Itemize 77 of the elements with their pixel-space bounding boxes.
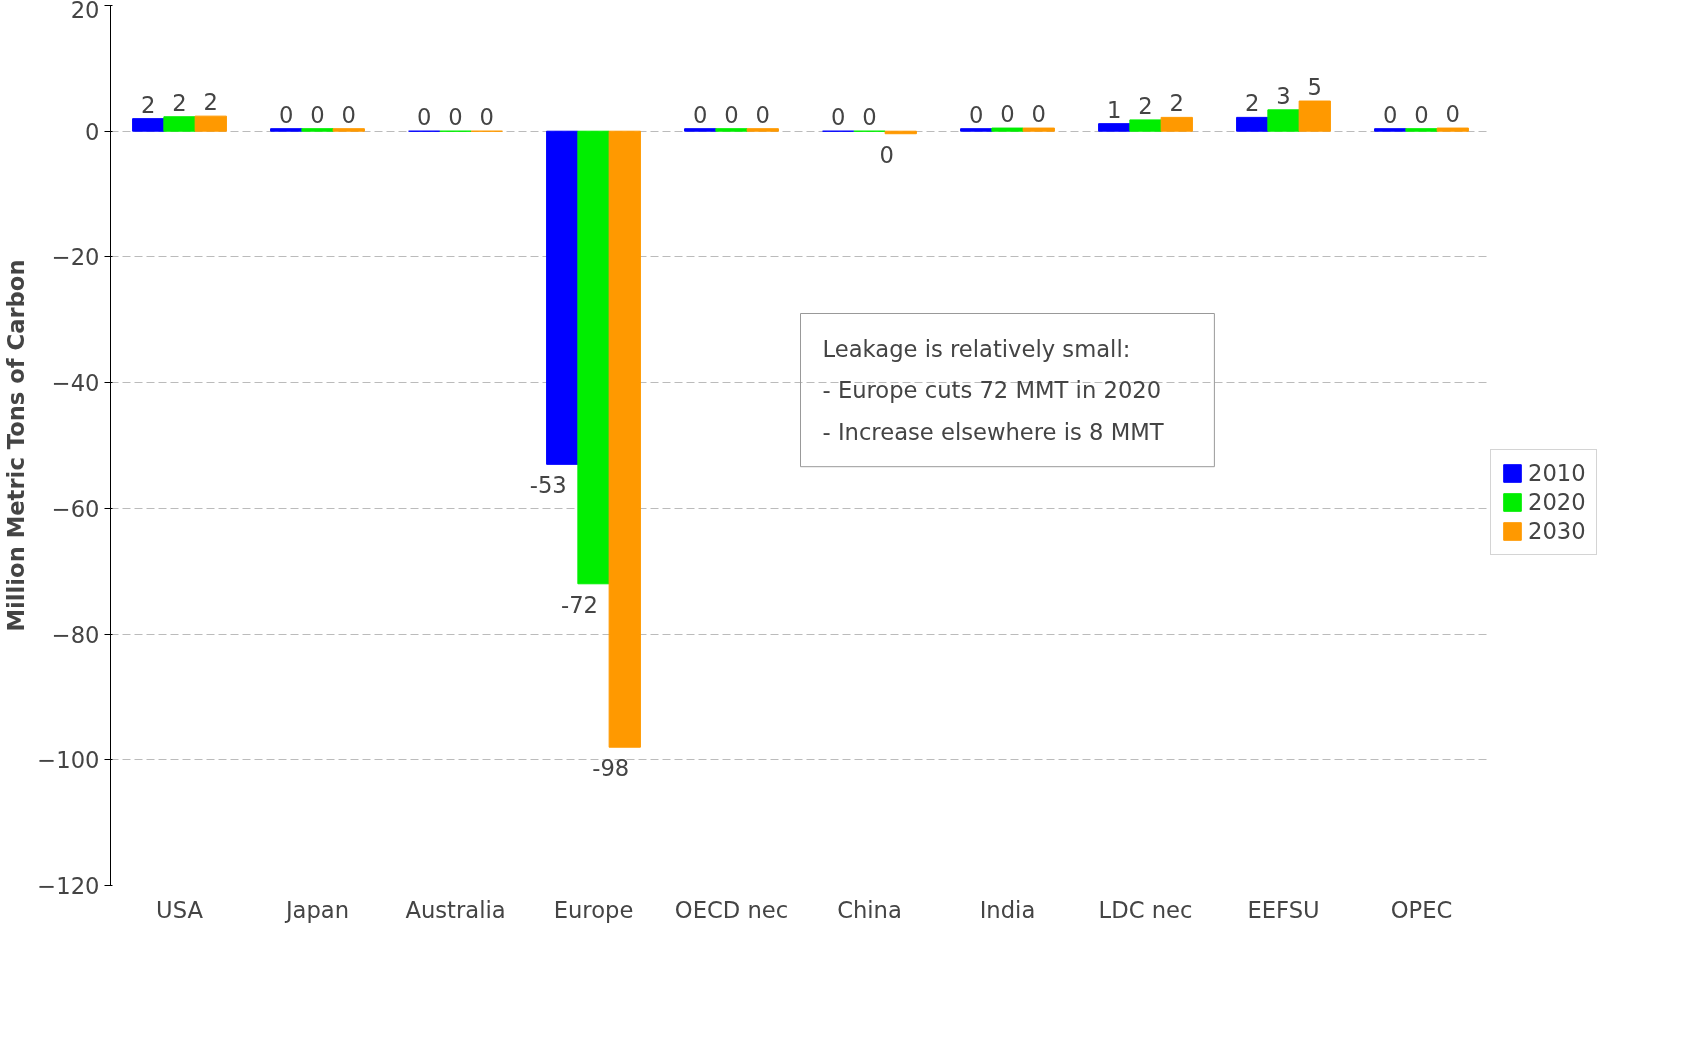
x-tick-label: EEFSU	[1247, 896, 1320, 923]
data-label: 0	[310, 101, 325, 128]
y-tick-label: −60	[51, 495, 100, 522]
bar	[577, 130, 610, 585]
data-label: 2	[1169, 90, 1184, 117]
bar	[163, 116, 196, 132]
bar	[746, 128, 779, 132]
data-label: 0	[1031, 101, 1046, 128]
data-label: 0	[341, 101, 356, 128]
bar	[1267, 109, 1300, 132]
data-label: 0	[1445, 101, 1460, 128]
bar	[1160, 116, 1193, 132]
data-label: 0	[448, 104, 463, 131]
bar	[1022, 127, 1055, 132]
data-label: 1	[1107, 96, 1122, 123]
bar	[608, 130, 641, 748]
bar	[1129, 119, 1162, 132]
data-label: -98	[592, 755, 630, 782]
y-tick-label: −80	[51, 621, 100, 648]
legend-label: 2030	[1528, 518, 1586, 544]
bar	[1436, 127, 1469, 132]
bar	[1298, 100, 1331, 132]
x-tick-label: Europe	[553, 896, 634, 923]
x-tick-label: China	[837, 896, 902, 923]
y-axis-title: Million Metric Tons of Carbon	[3, 259, 30, 632]
y-tick-label: −20	[51, 244, 100, 271]
data-label: 0	[693, 101, 708, 128]
bar	[270, 128, 303, 132]
data-label: 2	[172, 89, 187, 116]
data-label: 0	[755, 101, 770, 128]
x-tick-label: Japan	[283, 896, 350, 923]
bar	[715, 128, 748, 132]
data-label: 5	[1307, 74, 1322, 101]
y-tick-label: −120	[37, 873, 100, 899]
bar	[301, 128, 334, 132]
data-label: 0	[1000, 101, 1015, 128]
data-label: 2	[1245, 90, 1260, 117]
data-label: -72	[561, 591, 599, 618]
y-tick-label: −100	[37, 747, 100, 774]
data-label: 0	[862, 104, 877, 131]
bar	[194, 115, 227, 132]
data-label: 0	[969, 101, 984, 128]
legend-label: 2020	[1528, 489, 1586, 515]
data-label: 0	[479, 104, 494, 131]
x-tick-label: India	[979, 896, 1036, 923]
data-label: -53	[529, 472, 567, 499]
data-label: 0	[279, 101, 294, 128]
x-tick-label: OECD nec	[674, 896, 789, 923]
data-label: 0	[724, 101, 739, 128]
data-label: 2	[141, 91, 156, 118]
legend-label: 2010	[1528, 460, 1586, 486]
data-label: 2	[1138, 92, 1153, 119]
bar	[132, 118, 165, 132]
y-tick-label: 0	[85, 118, 100, 145]
bar	[960, 128, 993, 132]
bar	[546, 130, 579, 465]
data-label: 0	[879, 141, 894, 168]
data-label: 0	[1414, 101, 1429, 128]
bar	[684, 128, 717, 132]
annotation: Leakage is relatively small: - Europe cuts 72 MMT in 2020 - Increase elsewhere is 8 MMT	[822, 335, 1164, 445]
bar	[1374, 128, 1407, 132]
x-tick-label: Australia	[405, 896, 506, 923]
data-label: 0	[831, 104, 846, 131]
bar	[332, 128, 365, 132]
data-label: 0	[1383, 101, 1398, 128]
x-tick-label: USA	[156, 896, 204, 923]
bar	[1405, 128, 1438, 132]
data-label: 3	[1276, 82, 1291, 109]
data-label: 2	[203, 89, 218, 116]
x-tick-label: OPEC	[1390, 896, 1453, 923]
y-tick-label: 20	[70, 0, 100, 23]
bar	[1236, 116, 1269, 132]
bar	[1098, 123, 1131, 132]
y-tick-label: −40	[51, 370, 100, 397]
x-tick-label: LDC nec	[1098, 896, 1193, 923]
data-label: 0	[417, 104, 432, 131]
bar	[991, 127, 1024, 132]
